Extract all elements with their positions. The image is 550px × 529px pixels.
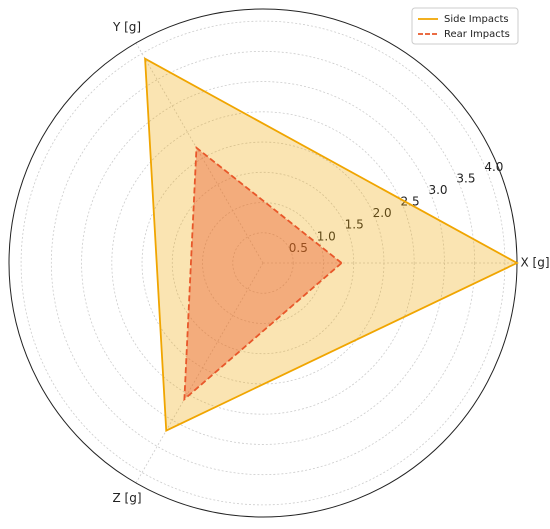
r-tick-label: 3.5 — [456, 171, 475, 185]
grid-circle — [171, 171, 355, 355]
grid-circle — [111, 111, 415, 415]
r-tick-label: 2.0 — [373, 206, 392, 220]
legend: Side Impacts Rear Impacts — [411, 7, 519, 45]
category-label: Z [g] — [112, 491, 141, 505]
category-label: Y [g] — [112, 20, 141, 34]
series-area — [145, 58, 518, 431]
legend-label: Rear Impacts — [444, 29, 510, 40]
series-line — [144, 57, 519, 432]
series-line — [183, 145, 344, 402]
grid-circle — [232, 232, 294, 294]
r-tick-label: 1.0 — [317, 229, 336, 243]
r-tick-label: 2.5 — [401, 195, 420, 209]
r-tick-label: 1.5 — [345, 218, 364, 232]
legend-box — [411, 7, 519, 45]
r-tick-label: 4.0 — [484, 160, 503, 174]
r-tick-label: 0.5 — [289, 241, 308, 255]
grid-circle — [50, 50, 476, 476]
series-area — [184, 147, 342, 400]
r-tick-label: 3.0 — [428, 183, 447, 197]
category-label: X [g] — [520, 256, 549, 270]
legend-label: Side Impacts — [444, 14, 509, 25]
